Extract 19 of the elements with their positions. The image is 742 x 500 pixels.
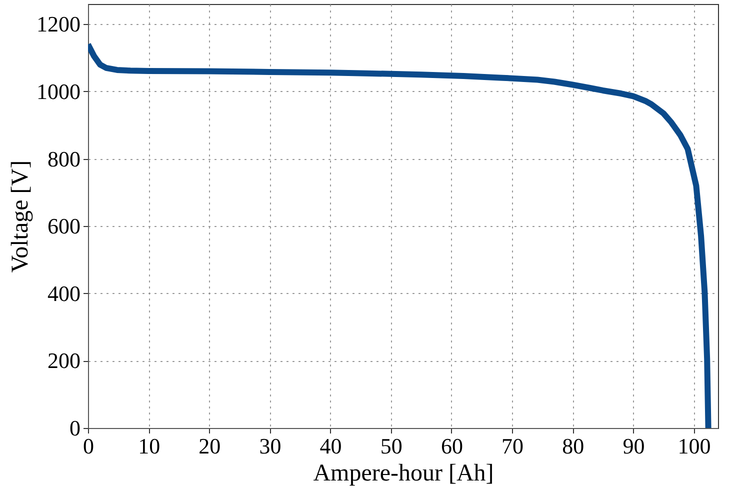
y-tick-label: 0 (70, 416, 80, 440)
y-tick-label: 200 (48, 348, 80, 374)
x-tick-label: 70 (502, 434, 524, 458)
x-tick-label: 90 (622, 434, 645, 458)
y-tick-label: 600 (48, 214, 80, 239)
y-tick-label: 800 (48, 146, 80, 172)
x-axis-title: Ampere-hour [Ah] (313, 460, 494, 486)
y-tick-label: 1000 (36, 78, 80, 104)
x-tick-label: 10 (138, 434, 160, 458)
y-tick-label: 400 (48, 280, 80, 306)
x-tick-label: 50 (380, 434, 402, 458)
x-tick-label: 40 (320, 434, 342, 458)
x-tick-label: 80 (562, 434, 584, 458)
y-axis-title: Voltage [V] (8, 160, 34, 273)
x-tick-label: 20 (198, 434, 221, 458)
y-tick-label: 1200 (36, 12, 80, 37)
x-tick-label: 60 (440, 434, 463, 458)
x-tick-label: 30 (259, 434, 282, 458)
x-tick-label: 100 (678, 434, 711, 458)
